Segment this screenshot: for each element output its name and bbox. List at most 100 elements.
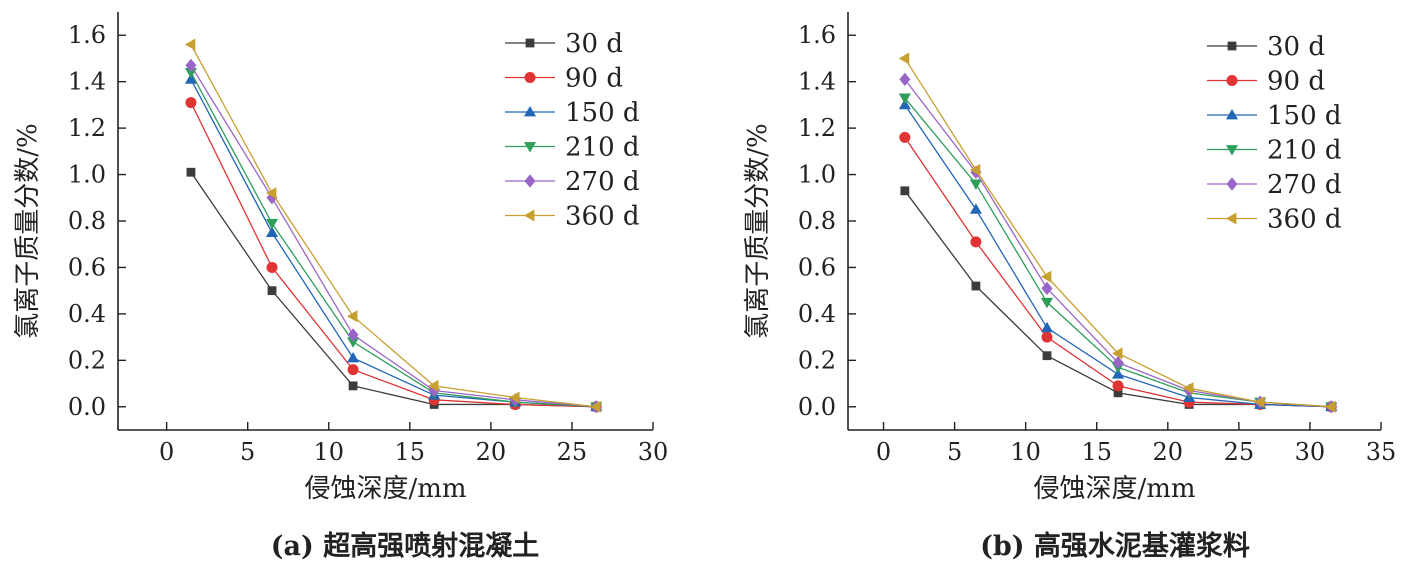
data-point: [898, 52, 910, 65]
data-point: [184, 38, 196, 51]
legend-label: 90 d: [1267, 67, 1325, 97]
y-tick-label: 0.0: [68, 393, 106, 421]
data-point: [900, 186, 910, 196]
data-point: [1040, 270, 1052, 283]
x-tick-label: 20: [1153, 438, 1184, 466]
chart-caption: (b) 高强水泥基灌浆料: [980, 530, 1250, 562]
series-line: [190, 44, 597, 408]
data-point: [1112, 347, 1123, 360]
data-point: [266, 261, 278, 273]
data-point: [1042, 351, 1052, 361]
legend-label: 210 d: [1267, 136, 1342, 166]
legend-marker: [1226, 75, 1238, 86]
y-tick-label: 0.2: [68, 346, 106, 374]
data-point: [265, 218, 279, 230]
legend-label: 30 d: [1267, 32, 1325, 62]
data-point: [347, 328, 359, 342]
chart-panel-b: 0.0 0.2 0.4 0.6 0.8 1.0 1.2 1.4 1.6 0 5 10 15 20 25 30 3…: [743, 12, 1396, 562]
data-point: [1112, 356, 1124, 370]
y-tick-label: 1.6: [798, 21, 836, 49]
y-tick-label: 1.4: [798, 68, 836, 96]
x-tick-label: 0: [159, 438, 174, 466]
legend-marker: [1227, 41, 1237, 51]
y-tick-label: 0.6: [798, 253, 836, 281]
legend-marker: [525, 38, 535, 48]
x-tick-label: 0: [876, 438, 891, 466]
y-tick-label: 1.6: [68, 21, 106, 49]
data-point: [347, 364, 359, 376]
data-point: [898, 93, 911, 104]
x-tick-label: 30: [638, 438, 669, 466]
y-tick-label: 1.2: [68, 114, 106, 142]
y-tick-label: 0.4: [68, 300, 106, 328]
data-point: [970, 236, 982, 248]
chart-panel-a: 0.0 0.2 0.4 0.6 0.8 1.0 1.2 1.4 1.6 0 5 10 15 20 25 30 侵…: [13, 12, 668, 562]
data-point: [1112, 380, 1124, 392]
data-point: [185, 97, 197, 109]
data-point: [1041, 331, 1053, 343]
data-point: [971, 281, 981, 291]
data-point: [969, 179, 982, 190]
x-tick-label: 5: [947, 438, 962, 466]
series-360d: [184, 38, 601, 413]
y-tick-label: 0.4: [798, 300, 836, 328]
legend: 30 d 90 d 150 d 210 d 270 d 360 d: [505, 29, 640, 232]
x-axis-title: 侵蚀深度/mm: [1033, 474, 1195, 504]
data-point: [1325, 400, 1336, 413]
x-tick-label: 20: [476, 438, 507, 466]
legend-marker: [523, 209, 535, 222]
y-tick-label: 0.2: [798, 346, 836, 374]
legend-marker: [524, 174, 536, 188]
series-line: [190, 102, 597, 408]
series-210d: [184, 67, 603, 413]
series-line: [190, 65, 597, 408]
series-30d: [186, 167, 601, 412]
legend-marker: [523, 105, 537, 117]
data-point: [428, 379, 439, 392]
y-tick-label: 0.0: [798, 393, 836, 421]
x-tick-label: 25: [1224, 438, 1255, 466]
data-point: [1041, 281, 1053, 295]
y-tick-label: 0.6: [68, 253, 106, 281]
data-point: [898, 98, 911, 110]
legend-label: 270 d: [1267, 170, 1342, 200]
x-tick-label: 5: [240, 438, 255, 466]
x-tick-label: 15: [1081, 438, 1112, 466]
legend-marker: [1225, 212, 1237, 225]
data-point: [265, 187, 277, 200]
data-point: [590, 400, 601, 413]
legend-label: 90 d: [565, 64, 623, 94]
x-tick-label: 35: [1366, 438, 1397, 466]
x-tick-label: 25: [557, 438, 588, 466]
legend-marker: [523, 142, 537, 153]
x-axis-title: 侵蚀深度/mm: [304, 474, 466, 504]
series-line: [190, 79, 597, 408]
legend-label: 150 d: [565, 98, 640, 128]
data-point: [1112, 368, 1125, 379]
legend-label: 150 d: [1267, 101, 1342, 131]
legend-marker: [1225, 108, 1239, 120]
chart-caption: (a) 超高强喷射混凝土: [271, 530, 539, 562]
y-tick-label: 0.8: [798, 207, 836, 235]
x-tick-label: 10: [313, 438, 344, 466]
data-point: [347, 351, 360, 363]
y-tick-label: 1.4: [68, 68, 106, 96]
series-360d: [898, 52, 1336, 413]
x-tick-label: 15: [395, 438, 426, 466]
data-point: [899, 131, 911, 143]
legend-marker: [1226, 177, 1238, 191]
legend-label: 360 d: [565, 202, 640, 232]
y-tick-label: 0.8: [68, 207, 106, 235]
data-point: [1113, 388, 1123, 398]
data-point: [899, 72, 911, 86]
y-tick-label: 1.0: [68, 161, 106, 189]
data-point: [969, 203, 982, 214]
data-point: [184, 73, 198, 84]
y-axis-title: 氯离子质量分数/%: [743, 123, 773, 338]
data-point: [348, 381, 358, 391]
data-point: [185, 58, 197, 73]
legend-label: 210 d: [565, 133, 640, 163]
data-point: [347, 337, 360, 348]
legend: 30 d 90 d 150 d 210 d 270 d 360 d: [1207, 32, 1342, 235]
y-axis-title: 氯离子质量分数/%: [13, 123, 43, 338]
